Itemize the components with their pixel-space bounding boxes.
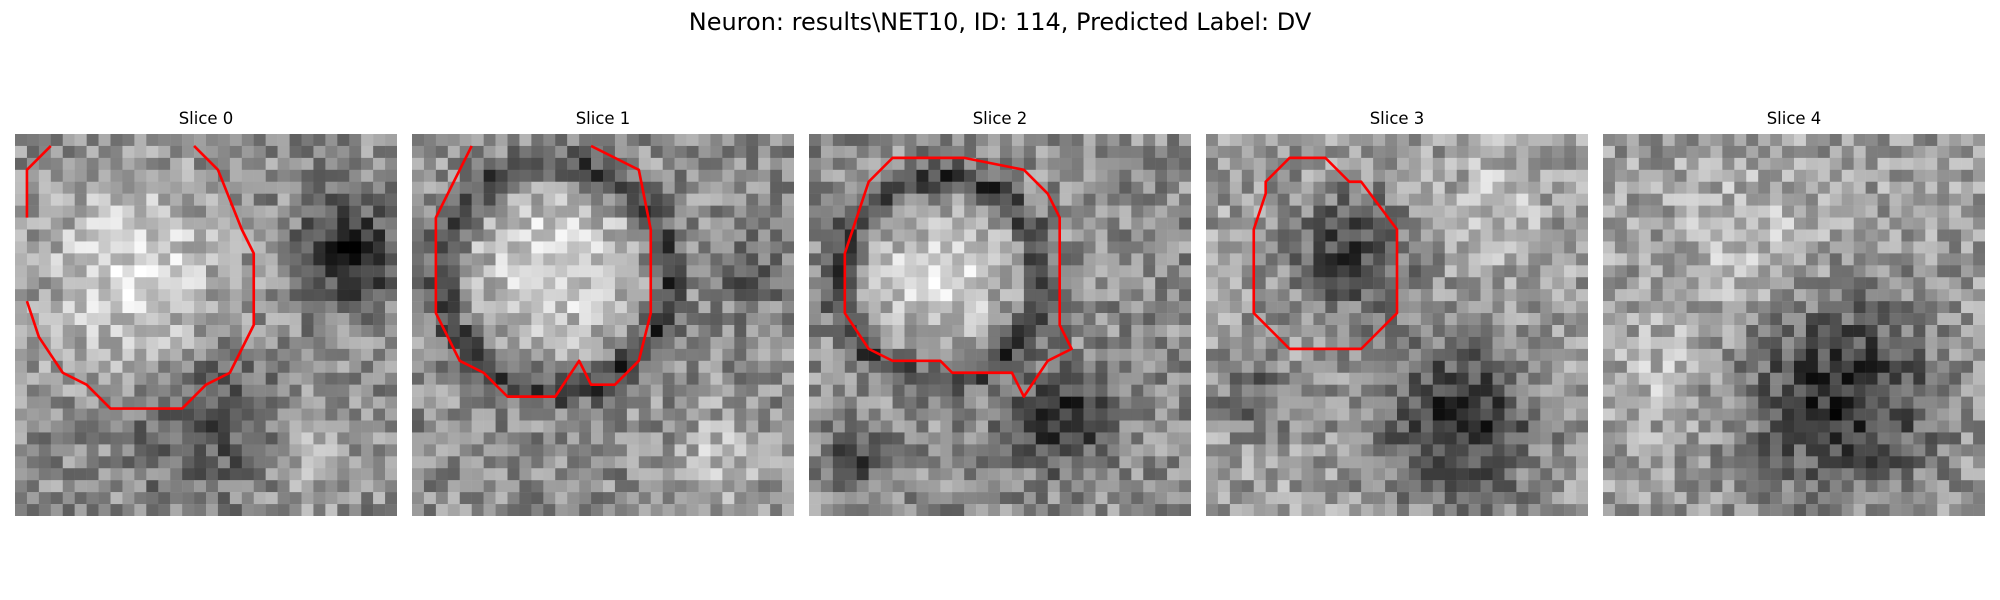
slice-panel-1: Slice 1 — [412, 108, 794, 516]
segmentation-contour — [843, 156, 1073, 398]
slice-image — [809, 134, 1191, 516]
slice-svg-0 — [15, 134, 397, 516]
slice-image — [412, 134, 794, 516]
slice-image — [1206, 134, 1588, 516]
slice-svg-4 — [1603, 134, 1985, 516]
slice-pixels — [809, 134, 1191, 516]
slice-panel-0: Slice 0 — [15, 108, 397, 516]
slice-panel-3: Slice 3 — [1206, 108, 1588, 516]
segmentation-contour — [25, 145, 256, 410]
slice-image — [1603, 134, 1985, 516]
slice-pixels — [1603, 134, 1985, 516]
slice-pixels — [412, 134, 794, 516]
slice-title: Slice 2 — [972, 109, 1028, 128]
slice-svg-3 — [1206, 134, 1588, 516]
slice-title: Slice 0 — [178, 109, 234, 128]
slice-pixels — [15, 134, 397, 516]
slice-title: Slice 1 — [575, 109, 631, 128]
slice-title: Slice 4 — [1766, 109, 1822, 128]
segmentation-contour — [1252, 156, 1399, 351]
slice-image — [15, 134, 397, 516]
segmentation-contour — [434, 144, 653, 398]
slice-panel-4: Slice 4 — [1603, 108, 1985, 516]
slice-panel-2: Slice 2 — [809, 108, 1191, 516]
slice-svg-1 — [412, 134, 794, 516]
slice-svg-2 — [809, 134, 1191, 516]
slice-pixels — [1206, 134, 1588, 516]
slice-title: Slice 3 — [1369, 109, 1425, 128]
figure-title: Neuron: results\NET10, ID: 114, Predicte… — [688, 8, 1312, 36]
